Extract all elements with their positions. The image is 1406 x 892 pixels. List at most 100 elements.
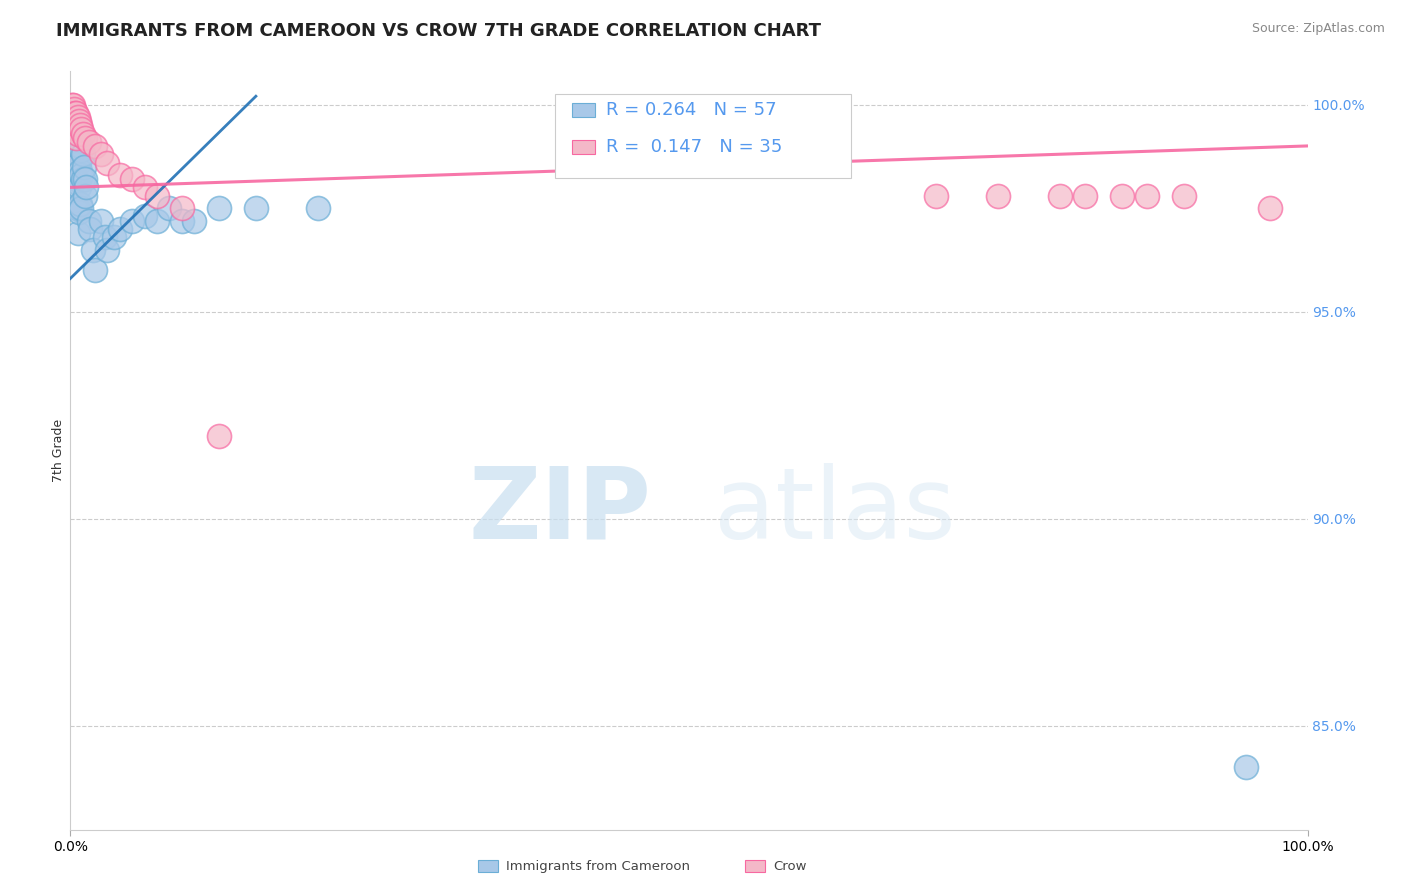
Point [1111, 188, 1133, 202]
Point [108, 222, 131, 236]
Point [108, 168, 131, 182]
Point [146, 213, 169, 227]
Point [69, 197, 91, 211]
Point [208, 429, 231, 443]
Point [65, 122, 87, 136]
Text: R = 0.264   N = 57: R = 0.264 N = 57 [606, 101, 776, 119]
Point [65, 147, 87, 161]
Point [66, 176, 89, 190]
Point [63, 114, 86, 128]
Point [65, 105, 87, 120]
Point [146, 188, 169, 202]
Point [90, 147, 112, 161]
Point [90, 213, 112, 227]
Point [65, 201, 87, 215]
Point [245, 201, 267, 215]
Point [60, 105, 83, 120]
Point [67, 114, 90, 128]
Point [96, 155, 118, 169]
Point [65, 130, 87, 145]
Point [69, 118, 91, 132]
Point [65, 122, 87, 136]
Point [63, 118, 86, 132]
Point [65, 143, 87, 157]
Point [134, 210, 156, 224]
Point [69, 163, 91, 178]
Point [67, 130, 90, 145]
Point [65, 105, 87, 120]
Text: atlas: atlas [714, 463, 955, 559]
Point [72, 147, 94, 161]
Point [73, 160, 96, 174]
Point [60, 147, 83, 161]
Point [69, 139, 91, 153]
Y-axis label: 7th Grade: 7th Grade [52, 419, 65, 482]
Point [1234, 760, 1257, 774]
Point [121, 172, 143, 186]
Point [70, 143, 93, 157]
Point [67, 155, 90, 169]
Text: Crow: Crow [773, 860, 807, 872]
Point [70, 168, 93, 182]
Point [84, 263, 107, 277]
Point [1074, 188, 1097, 202]
Point [157, 201, 180, 215]
Point [66, 127, 89, 141]
Point [75, 130, 97, 145]
Point [65, 193, 87, 207]
Point [925, 188, 948, 202]
Text: Immigrants from Cameroon: Immigrants from Cameroon [506, 860, 690, 872]
Point [72, 172, 94, 186]
Point [82, 243, 104, 257]
Point [62, 114, 84, 128]
Point [62, 97, 84, 112]
Point [62, 155, 84, 169]
Point [67, 205, 90, 219]
Point [84, 139, 107, 153]
Point [62, 110, 84, 124]
Text: R =  0.147   N = 35: R = 0.147 N = 35 [606, 138, 782, 156]
Point [60, 97, 83, 112]
Point [65, 168, 87, 182]
Point [65, 118, 87, 132]
Point [96, 243, 118, 257]
Point [183, 213, 205, 227]
Point [66, 201, 89, 215]
Point [63, 163, 86, 178]
Point [70, 122, 93, 136]
Point [94, 230, 117, 244]
Point [1136, 188, 1159, 202]
Point [987, 188, 1010, 202]
Point [62, 130, 84, 145]
Point [75, 180, 97, 194]
Point [66, 152, 89, 166]
Point [67, 180, 90, 194]
Point [75, 188, 97, 202]
Text: ZIP: ZIP [470, 463, 652, 559]
Point [77, 213, 100, 227]
Point [60, 127, 83, 141]
Point [72, 127, 94, 141]
Point [66, 226, 89, 240]
Point [208, 201, 231, 215]
Point [70, 201, 93, 215]
Point [1173, 188, 1195, 202]
Point [170, 201, 193, 215]
Point [79, 222, 101, 236]
Point [170, 213, 193, 227]
Point [63, 139, 86, 153]
Point [1049, 188, 1071, 202]
Point [307, 201, 329, 215]
Point [103, 230, 125, 244]
Point [134, 180, 156, 194]
Text: IMMIGRANTS FROM CAMEROON VS CROW 7TH GRADE CORRELATION CHART: IMMIGRANTS FROM CAMEROON VS CROW 7TH GRA… [56, 22, 821, 40]
Point [60, 105, 83, 120]
Point [121, 213, 143, 227]
Text: Source: ZipAtlas.com: Source: ZipAtlas.com [1251, 22, 1385, 36]
Point [66, 127, 89, 141]
Point [77, 135, 100, 149]
Point [66, 110, 89, 124]
Point [1260, 201, 1282, 215]
Point [65, 172, 87, 186]
Point [63, 102, 86, 116]
